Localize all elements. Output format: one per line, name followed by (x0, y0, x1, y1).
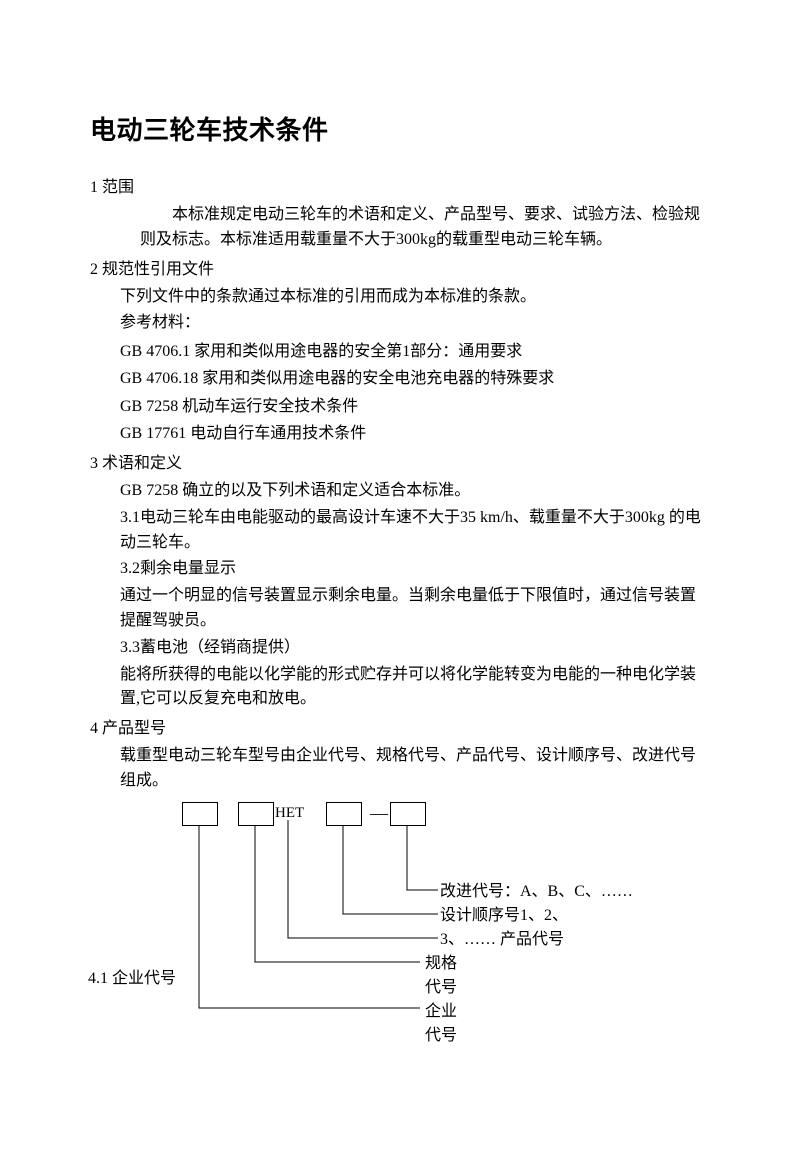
diagram-label-revision: 改进代号：A、B、C、…… (440, 880, 633, 905)
section-1-body: 本标准规定电动三轮车的术语和定义、产品型号、要求、试验方法、检验规则及标志。本标… (140, 203, 704, 253)
diagram-label-spec-a: 规格 (425, 952, 457, 977)
section-3-p6: 能将所获得的电能以化学能的形式贮存并可以将化学能转变为电能的一种电化学装置,它可… (120, 663, 704, 713)
section-2-head: 2 规范性引用文件 (90, 255, 704, 279)
section-4-head: 4 产品型号 (90, 714, 704, 738)
model-code-diagram: HET — 改 (120, 802, 704, 1102)
diagram-label-ent-a: 企业 (425, 1000, 457, 1025)
section-2-intro: 下列文件中的条款通过本标准的引用而成为本标准的条款。 (120, 285, 704, 310)
section-4-1-label: 4.1 企业代号 (88, 967, 178, 992)
gb-4706-1: GB 4706.1 家用和类似用途电器的安全第1部分：通用要求 (120, 338, 704, 365)
section-4-intro: 载重型电动三轮车型号由企业代号、规格代号、产品代号、设计顺序号、改进代号组成。 (120, 744, 704, 794)
section-3-head: 3 术语和定义 (90, 449, 704, 473)
diagram-lines (120, 802, 720, 1062)
section-3-p4: 通过一个明显的信号装置显示剩余电量。当剩余电量低于下限值时，通过信号装置提醒驾驶… (120, 584, 704, 634)
gb-17761: GB 17761 电动自行车通用技术条件 (120, 420, 704, 447)
diagram-label-ent-b: 代号 (425, 1024, 457, 1049)
gb-4706-18: GB 4706.18 家用和类似用途电器的安全电池充电器的特殊要求 (120, 365, 704, 392)
diagram-label-spec-b: 代号 (425, 976, 457, 1001)
page-title: 电动三轮车技术条件 (90, 110, 704, 147)
section-2-ref-label: 参考材料： (120, 311, 704, 336)
section-3-p3: 3.2剩余电量显示 (120, 557, 704, 582)
section-3-p1: GB 7258 确立的以及下列术语和定义适合本标准。 (120, 479, 704, 504)
section-3-p2: 3.1电动三轮车由电能驱动的最高设计车速不大于35 km/h、载重量不大于300… (120, 506, 704, 556)
section-1-head: 1 范围 (90, 173, 704, 197)
gb-7258: GB 7258 机动车运行安全技术条件 (120, 393, 704, 420)
diagram-label-design-seq: 设计顺序号1、2、 (440, 904, 568, 929)
section-3-p5: 3.3蓄电池（经销商提供） (120, 636, 704, 661)
diagram-label-product-code: 3、…… 产品代号 (440, 928, 564, 953)
